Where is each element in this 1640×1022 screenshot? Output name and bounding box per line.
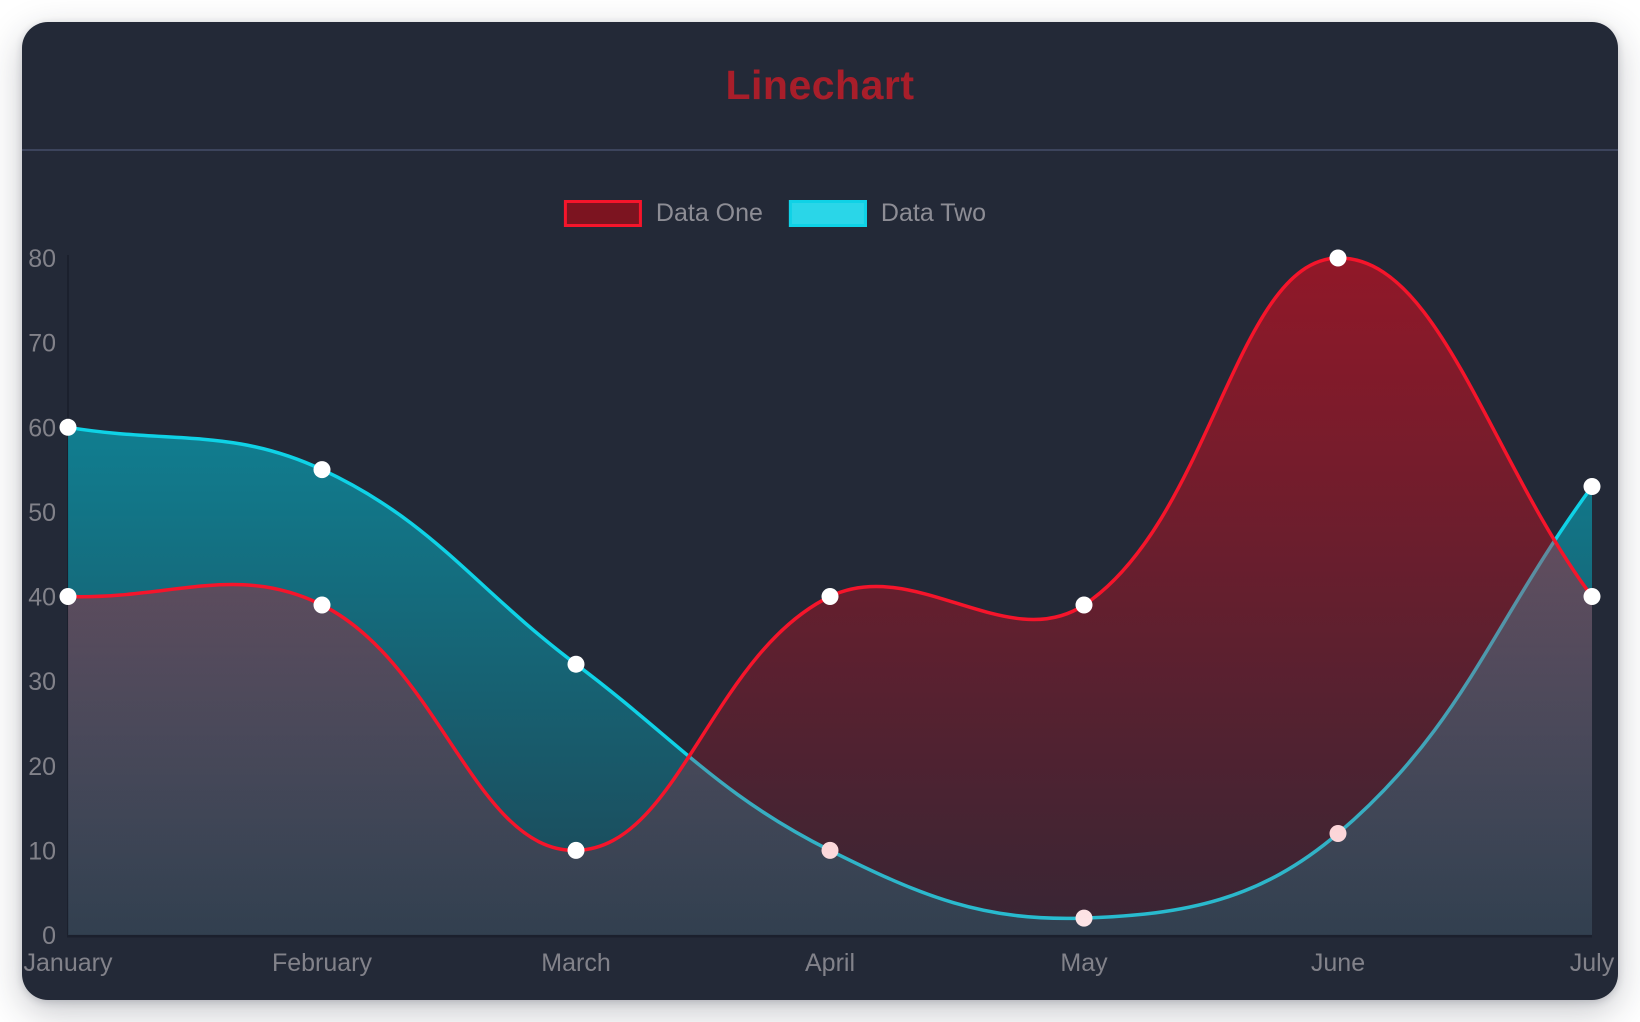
data-point-data-one[interactable] [313, 596, 331, 614]
series-area-data-one [68, 257, 1592, 935]
y-tick-label: 40 [28, 584, 56, 612]
data-point-data-one[interactable] [1075, 596, 1093, 614]
x-tick-label: May [1060, 949, 1108, 977]
y-tick-label: 10 [28, 837, 56, 865]
legend-swatch [788, 200, 867, 227]
data-point-data-one[interactable] [59, 588, 77, 605]
data-point-data-one[interactable] [1583, 588, 1601, 605]
x-tick-label: July [1570, 949, 1615, 977]
x-tick-label: February [272, 949, 373, 977]
data-point-data-one[interactable] [1329, 249, 1347, 267]
data-point-data-two[interactable] [567, 655, 585, 673]
y-tick-label: 50 [28, 499, 56, 527]
data-point-data-one[interactable] [567, 841, 585, 859]
series-line-data-one [66, 256, 1594, 853]
chart-legend: Data One Data Two [563, 199, 987, 228]
x-tick-label: April [805, 949, 855, 977]
y-tick-label: 80 [28, 245, 56, 273]
data-point-data-one[interactable] [821, 588, 839, 605]
data-point-data-two[interactable] [1583, 478, 1601, 495]
header-divider [22, 149, 1618, 151]
legend-item-data-two[interactable]: Data Two [788, 199, 987, 228]
chart-title: Linechart [725, 62, 915, 108]
y-tick-label: 60 [28, 414, 56, 442]
y-tick-label: 70 [28, 330, 56, 358]
chart-header: Linechart [22, 22, 1618, 149]
legend-label: Data Two [880, 199, 987, 227]
legend-swatch [563, 200, 642, 227]
data-point-data-two[interactable] [313, 461, 331, 479]
x-tick-label: January [24, 949, 113, 977]
x-tick-label: June [1311, 949, 1365, 977]
y-tick-label: 20 [28, 753, 56, 781]
data-point-data-two[interactable] [59, 418, 77, 436]
y-tick-label: 0 [42, 922, 56, 950]
x-tick-label: March [541, 949, 610, 977]
legend-label: Data One [655, 199, 763, 227]
legend-item-data-one[interactable]: Data One [563, 199, 763, 228]
y-tick-label: 30 [28, 668, 56, 696]
